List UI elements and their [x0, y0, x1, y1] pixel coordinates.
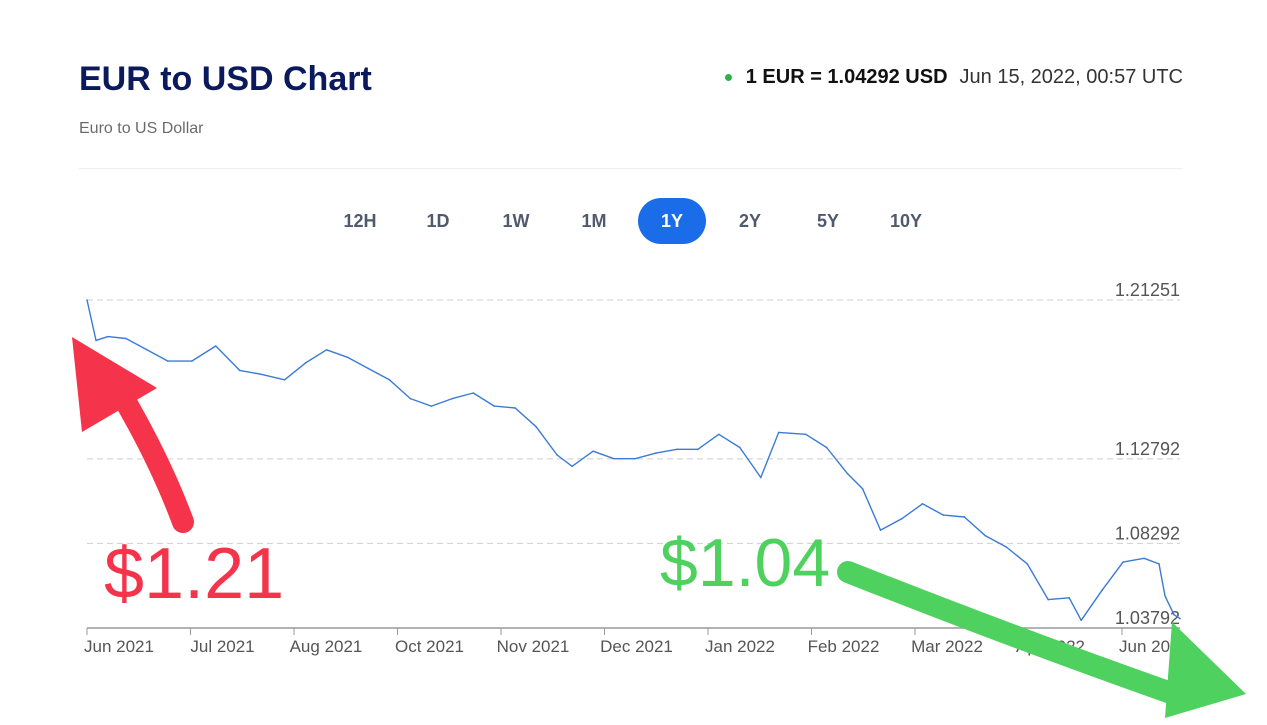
page-title: EUR to USD Chart [79, 60, 372, 98]
x-tick-label: Aug 2021 [290, 637, 363, 656]
y-tick-label: 1.21251 [1115, 280, 1180, 300]
tab-1m[interactable]: 1M [581, 210, 607, 231]
data-point [759, 476, 762, 479]
data-point [367, 367, 370, 370]
header-divider [79, 168, 1183, 169]
data-point [214, 345, 217, 347]
data-point [1143, 557, 1145, 560]
y-tick-label: 1.08292 [1115, 523, 1180, 543]
x-tick-label: Oct 2021 [395, 637, 464, 656]
data-point [697, 448, 699, 451]
data-point [676, 448, 678, 451]
tab-2y[interactable]: 2Y [738, 210, 762, 231]
data-point [430, 405, 433, 407]
data-point [655, 452, 657, 454]
data-point [1101, 589, 1103, 592]
data-point [571, 465, 573, 468]
data-point [238, 369, 241, 372]
rate-timestamp: Jun 15, 2022, 00:57 UTC [959, 66, 1183, 88]
live-status-dot-icon [724, 74, 732, 81]
data-point [592, 450, 594, 453]
data-point [1068, 596, 1071, 599]
tab-5y[interactable]: 5Y [816, 210, 840, 231]
tab-1y[interactable]: 1Y [638, 198, 706, 244]
data-point [1173, 613, 1175, 616]
start-value-annotation: $1.21 [104, 534, 284, 614]
data-point [451, 397, 454, 400]
data-point [942, 514, 945, 516]
y-tick-label: 1.03792 [1115, 608, 1180, 628]
tab-12h[interactable]: 12H [343, 210, 377, 231]
data-point [409, 397, 412, 400]
end-value-annotation: $1.04 [660, 525, 830, 601]
data-point [472, 392, 475, 394]
data-point [86, 299, 88, 301]
data-point [804, 433, 807, 436]
data-point [879, 529, 882, 531]
data-point [514, 407, 517, 409]
data-point [900, 518, 903, 520]
page-subtitle: Euro to US Dollar [79, 120, 204, 137]
data-point [921, 503, 924, 505]
data-point [304, 362, 307, 364]
data-point [1164, 595, 1166, 597]
tab-1w[interactable]: 1W [502, 210, 530, 231]
x-tick-label: Dec 2021 [600, 637, 673, 656]
data-point [739, 446, 741, 449]
rate-value: 1 EUR = 1.04292 USD [745, 66, 948, 88]
data-point [146, 348, 148, 351]
data-point [861, 487, 864, 490]
data-point [634, 457, 636, 460]
x-tick-label: Feb 2022 [808, 637, 880, 656]
data-point [556, 454, 558, 456]
tab-1d[interactable]: 1D [426, 210, 450, 231]
y-tick-label: 1.12792 [1115, 439, 1180, 459]
data-point [846, 472, 849, 475]
current-rate: 1 EUR = 1.04292 USD Jun 15, 2022, 00:57 … [724, 66, 1183, 89]
start-arrow-shaft [109, 381, 194, 533]
data-point [191, 360, 193, 362]
data-point [718, 433, 720, 436]
end-arrow-shaft [837, 561, 1196, 709]
data-point [1026, 563, 1029, 565]
data-point [825, 446, 828, 449]
x-tick-label: Mar 2022 [911, 637, 983, 656]
data-point [984, 534, 987, 537]
data-point [259, 373, 262, 376]
data-point [777, 431, 780, 434]
data-point [613, 457, 615, 460]
x-tick-label: Jul 2021 [190, 637, 254, 656]
data-point [493, 405, 496, 407]
x-tick-label: Nov 2021 [497, 637, 570, 656]
data-point [535, 426, 537, 428]
start-arrow-head-icon [72, 337, 157, 432]
x-tick-label: Jun 2021 [84, 637, 154, 656]
data-point [388, 379, 391, 381]
data-point [1080, 619, 1082, 622]
data-point [1122, 561, 1124, 563]
data-point [325, 348, 328, 351]
data-point [346, 356, 349, 359]
x-tick-label: Jan 2022 [705, 637, 775, 656]
data-point [1005, 546, 1008, 548]
data-point [95, 339, 97, 342]
data-point [1179, 617, 1181, 620]
tab-10y[interactable]: 10Y [889, 210, 923, 231]
end-arrow-head-icon [1165, 622, 1246, 718]
data-point [167, 360, 169, 362]
data-point [963, 516, 966, 518]
data-point [1047, 598, 1050, 601]
data-point [1158, 563, 1160, 565]
data-point [107, 335, 109, 338]
data-point [125, 337, 127, 340]
data-point [283, 379, 286, 381]
time-range-tabs: 12H 1D 1W 1M 1Y 2Y 5Y 10Y [326, 198, 950, 244]
